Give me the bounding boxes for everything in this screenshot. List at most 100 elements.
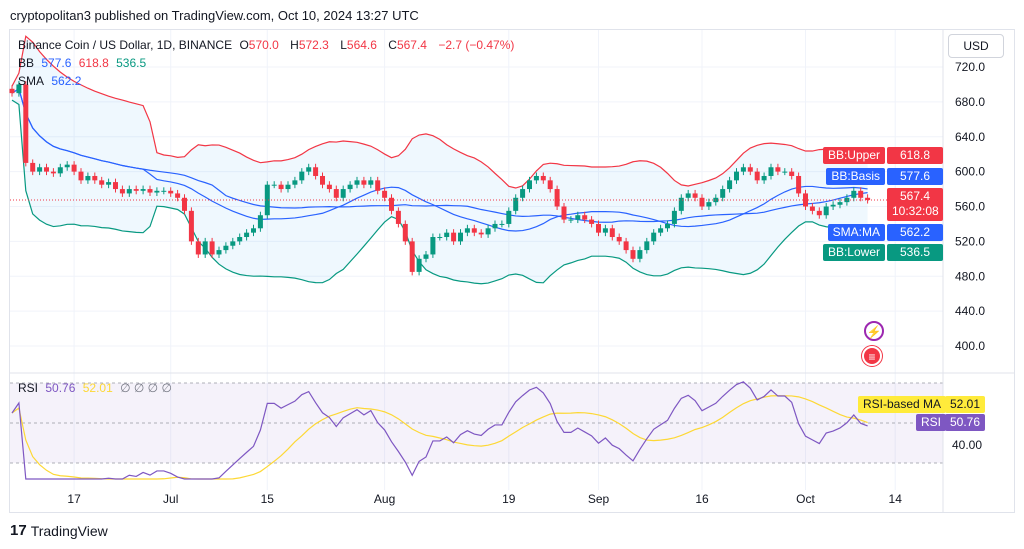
bb-label: BB (18, 56, 35, 70)
candle-body (651, 232, 657, 242)
candle-body (299, 171, 305, 181)
close-label: C (388, 38, 397, 52)
candle-body (596, 223, 601, 233)
candle-body (623, 241, 629, 251)
candle-body (471, 228, 477, 233)
candle-body (451, 232, 457, 242)
rsi-line (11, 381, 868, 480)
candle-body (244, 232, 250, 238)
candle-body (99, 180, 105, 185)
candle-body (844, 197, 850, 203)
candle-body (271, 184, 277, 186)
bb-upper-tag-label: BB:Upper (827, 148, 880, 162)
candle-body (513, 197, 519, 211)
tradingview-logo[interactable]: 17 TradingView (10, 522, 108, 539)
candle-body (216, 250, 222, 255)
candle-body (809, 206, 815, 211)
candle-body (665, 223, 670, 229)
candle-body (368, 180, 374, 185)
candle-body (154, 190, 160, 193)
x-tick-label: 15 (261, 492, 275, 506)
open-label: O (239, 38, 249, 52)
candle-body (768, 167, 774, 176)
candle-body (506, 210, 512, 224)
candle-body (444, 232, 450, 238)
candle-body (285, 184, 291, 190)
candle-body (706, 202, 712, 207)
candle-body (85, 175, 91, 181)
y-tick-label: 440.0 (955, 304, 985, 318)
change-value: −2.7 (−0.47%) (438, 38, 515, 52)
y-tick-label: 560.0 (955, 200, 985, 214)
x-tick-label: 14 (889, 492, 903, 506)
candle-body (540, 175, 546, 181)
candle-body (616, 237, 622, 242)
candle-body (816, 210, 822, 216)
y-tick-label: 480.0 (955, 269, 985, 283)
candle-body (333, 189, 339, 198)
publisher-line: cryptopolitan3 published on TradingView.… (10, 8, 419, 23)
x-tick-label: Oct (796, 492, 815, 506)
sma-legend[interactable]: SMA 562.2 (18, 74, 85, 88)
candle-body (561, 206, 567, 220)
candle-body (609, 228, 615, 238)
candle-body (382, 190, 388, 198)
candle-body (602, 228, 608, 233)
candle-body (264, 184, 270, 216)
bb-upper-value: 618.8 (78, 56, 109, 70)
candle-body (37, 167, 43, 172)
candle-body (257, 215, 263, 229)
rsi-legend[interactable]: RSI 50.76 52.01 ∅ ∅ ∅ ∅ (18, 381, 176, 395)
candle-body (292, 180, 298, 185)
candle-body (126, 189, 132, 194)
candle-body (223, 245, 229, 251)
candle-body (437, 237, 443, 239)
candle-body (699, 197, 705, 207)
bb-legend[interactable]: BB 577.6 618.8 536.5 (18, 56, 150, 70)
candle-body (547, 180, 553, 190)
bb-basis-tag: BB:Basis (826, 168, 885, 185)
symbol-name: Binance Coin / US Dollar, 1D, BINANCE (18, 38, 233, 52)
y-tick-label: 600.0 (955, 165, 985, 179)
us-flag-events-icon[interactable]: ≡ (862, 346, 882, 366)
candle-body (195, 241, 201, 255)
sma-value: 562.2 (51, 74, 82, 88)
candle-body (678, 197, 684, 211)
candle-body (720, 189, 726, 198)
candle-body (409, 241, 415, 272)
candle-body (485, 228, 491, 235)
x-tick-label: Aug (374, 492, 395, 506)
sma-tag: SMA:MA (827, 224, 885, 241)
candle-body (747, 167, 753, 172)
rsi-label: RSI (18, 381, 39, 395)
y-tick-label: 520.0 (955, 234, 985, 248)
high-label: H (290, 38, 299, 52)
candle-body (858, 190, 864, 198)
candle-body (734, 171, 739, 181)
currency-button[interactable]: USD (948, 34, 1004, 58)
bb-lower-line (11, 99, 868, 285)
lightning-icon[interactable]: ⚡ (864, 321, 884, 341)
candle-body (782, 171, 788, 173)
candle-body (78, 171, 84, 181)
candle-body (313, 167, 319, 176)
candle-body (568, 219, 574, 221)
candle-body (320, 175, 325, 185)
y-tick-label: 400.0 (955, 339, 985, 353)
candle-body (402, 223, 408, 242)
candle-body (71, 164, 77, 172)
rsi-axis-tick: 40.00 (952, 438, 983, 452)
sma-label: SMA (18, 74, 45, 88)
candle-body (658, 228, 664, 233)
rsi-ma-line (11, 395, 868, 480)
candle-body (209, 241, 215, 255)
rsi-ma-value: 52.01 (82, 381, 113, 395)
candle-body (347, 184, 353, 190)
candle-body (375, 180, 381, 191)
candle-body (106, 182, 112, 185)
candle-body (830, 204, 836, 207)
bb-basis-value: 577.6 (41, 56, 72, 70)
candle-body (478, 232, 484, 235)
candle-body (354, 180, 360, 185)
